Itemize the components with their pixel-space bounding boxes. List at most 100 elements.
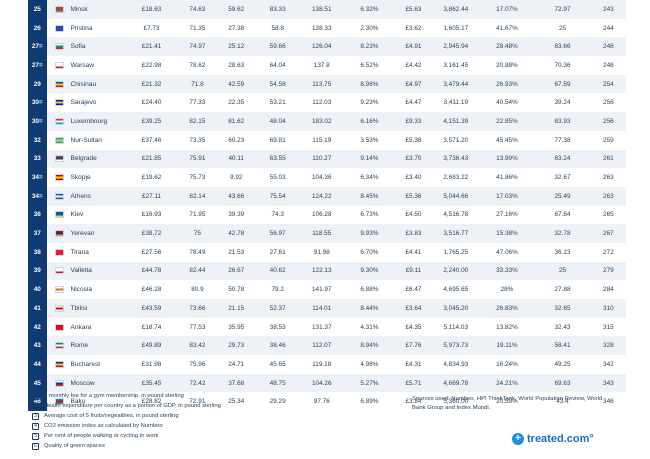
table-cell: 279 <box>603 267 614 275</box>
table-cell: 346 <box>603 398 614 406</box>
table-cell: 8.23% <box>360 43 379 51</box>
table-cell: 71.95 <box>189 211 206 219</box>
rank-badge: 26 <box>28 18 47 38</box>
legend-item: 4 CO2 emission index as calculated by Num… <box>32 421 322 431</box>
flag-icon <box>54 248 65 256</box>
table-row: 37 Yerevan £38.72 75 42.78 56.97 118.55 9.93% £3… <box>28 224 626 243</box>
table-cell: 106.28 <box>311 211 332 219</box>
table-cell: 56.97 <box>269 230 286 238</box>
sources-note: Sources used: Numbeo, HPI ThinkTank, Wor… <box>412 396 603 411</box>
table-cell: 342 <box>603 360 614 368</box>
table-cell: 19.11% <box>496 342 518 350</box>
table-cell: 2,683.22 <box>443 174 469 182</box>
table-cell: 39.24 <box>554 99 571 107</box>
table-cell: 8.45% <box>360 192 379 200</box>
rank-badge: 34= <box>28 186 47 206</box>
table-cell: £7.76 <box>405 342 422 350</box>
table-cell: £39.25 <box>141 117 162 125</box>
table-cell: 141.97 <box>311 286 332 294</box>
city-name: Tirana <box>70 248 89 256</box>
table-row: 32 Nur-Sultan £37.46 73.35 60.23 69.81 115.19 3… <box>28 130 626 150</box>
city-name: Yerevan <box>70 230 95 238</box>
table-cell: 45.65 <box>269 360 286 368</box>
table-cell: 263 <box>603 174 614 182</box>
table-cell: 77.38 <box>554 136 571 144</box>
table-cell: 6.70% <box>360 248 379 256</box>
table-cell: 77.33 <box>189 99 206 107</box>
table-cell: 25.34 <box>228 398 245 406</box>
table-cell: 49.25 <box>554 360 571 368</box>
table-cell: 75.91 <box>189 155 206 163</box>
table-cell: £5.36 <box>405 192 422 200</box>
flag-icon <box>54 192 65 200</box>
table-cell: 114.01 <box>312 304 332 312</box>
table-cell: 69.63 <box>554 379 571 387</box>
table-cell: 244 <box>603 24 614 32</box>
table-cell: 74.63 <box>189 5 206 13</box>
table-cell: 124.22 <box>311 192 332 200</box>
table-cell: 75.54 <box>269 192 286 200</box>
table-cell: 32.43 <box>554 323 571 331</box>
table-cell: 118.55 <box>312 230 332 238</box>
brand-logo: + treated.com° <box>512 433 594 445</box>
table-cell: £3.40 <box>405 174 422 182</box>
flag-icon <box>54 398 65 406</box>
table-cell: 1,605.17 <box>443 24 469 32</box>
table-row: 36 Kiev £16.93 71.95 39.39 74.3 106.28 6.73% £4.… <box>28 205 626 225</box>
table-cell: 28.48% <box>496 43 518 51</box>
table-cell: 26.67 <box>228 267 245 275</box>
table-row: 44 Bucharest £31.98 75.96 24.71 45.65 119.18 4.… <box>28 355 626 374</box>
flag-icon <box>54 211 65 219</box>
table-cell: 5,114.03 <box>443 323 468 331</box>
table-cell: £21.32 <box>141 80 162 88</box>
legend-number: 2 <box>32 402 39 410</box>
table-cell: 310 <box>603 304 614 312</box>
table-cell: £4.91 <box>405 43 422 51</box>
table-cell: 6.88% <box>360 286 379 294</box>
table-cell: 47.06% <box>496 248 518 256</box>
table-row: 34= Athens £27.11 82.14 43.66 75.54 124.22 8.45… <box>28 186 626 206</box>
table-cell: 50.78 <box>228 286 245 294</box>
legend-item: 1 1 monthly fee for a gym membership, in … <box>32 391 322 401</box>
table-cell: 122.13 <box>311 267 332 275</box>
table-cell: 73.66 <box>189 304 206 312</box>
table-cell: £35.45 <box>141 379 162 387</box>
table-row: 42 Ankara £18.74 77.53 35.95 38.53 131.37 4.31%… <box>28 317 626 337</box>
table-cell: 254 <box>603 80 614 88</box>
table-cell: 3,411.19 <box>443 99 468 107</box>
table-cell: 27.61 <box>269 248 286 256</box>
table-cell: 4.98% <box>360 360 379 368</box>
rankings-table: 25 Minsk £18.63 74.63 59.62 83.33 138.51 6.32% £… <box>28 0 626 412</box>
legend-number: 1 <box>32 392 39 400</box>
table-row: 27= Sofia £21.41 74.97 25.12 59.66 126.04 8.23%… <box>28 37 626 57</box>
table-cell: £4.47 <box>405 99 422 107</box>
city-name: Skopje <box>70 174 91 182</box>
table-cell: 59.62 <box>228 5 245 13</box>
table-cell: 9.93% <box>360 230 379 238</box>
table-cell: 39.39 <box>228 211 245 219</box>
table-cell: 28% <box>500 286 514 294</box>
table-row: 34= Skopje £19.62 75.73 9.92 55.03 104.36 6.34%… <box>28 168 626 187</box>
table-cell: 97.76 <box>313 398 330 406</box>
table-cell: £27.56 <box>141 248 162 256</box>
rank-badge: 37 <box>28 224 47 243</box>
legend: 1 1 monthly fee for a gym membership, in … <box>32 391 322 451</box>
table-cell: 43.4 <box>556 398 569 406</box>
table-cell: 48.04 <box>269 117 286 125</box>
table-cell: £4.41 <box>405 248 422 256</box>
table-cell: 59.66 <box>269 43 286 51</box>
table-cell: 25.12 <box>228 43 245 51</box>
table-cell: 63.66 <box>554 43 571 51</box>
table-cell: 263 <box>603 192 614 200</box>
city-name: Ankara <box>70 323 92 331</box>
rank-badge: 42 <box>28 317 47 337</box>
table-row: 43 Rome £49.89 83.42 29.73 38.46 112.07 8.94% £7… <box>28 336 626 356</box>
flag-icon <box>54 136 65 144</box>
table-cell: 36.23 <box>554 248 571 256</box>
table-cell: 26.93% <box>496 80 518 88</box>
legend-item: 2 Health expenditure per country as a por… <box>32 401 322 411</box>
table-cell: 248 <box>603 43 614 51</box>
table-cell: 138.51 <box>311 5 332 13</box>
table-cell: 40.11 <box>228 155 244 163</box>
table-cell: £28.82 <box>141 398 162 406</box>
